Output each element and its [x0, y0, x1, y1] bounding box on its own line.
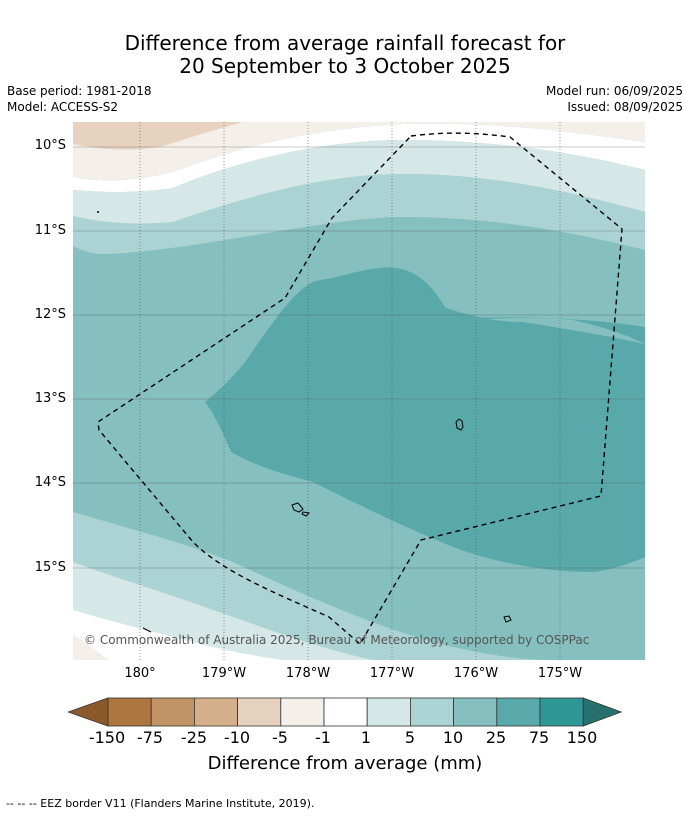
model-name: Model: ACCESS-S2	[7, 100, 119, 114]
band-plus25	[205, 277, 645, 572]
lon-label: 176°W	[453, 666, 499, 681]
colorbar-tick: -75	[136, 728, 164, 747]
model-run: Model run: 06/09/2025	[545, 84, 683, 98]
band-plus10	[73, 174, 645, 254]
island-outline	[301, 511, 311, 517]
colorbar-segment	[453, 697, 498, 727]
lat-label: 14°S	[34, 475, 66, 490]
copyright-notice: © Commonwealth of Australia 2025, Bureau…	[84, 633, 590, 647]
island-dot	[97, 211, 99, 213]
colorbar-tick: 150	[566, 728, 598, 747]
colorbar-tick: 10	[442, 728, 464, 747]
colorbar-tick: 1	[360, 728, 372, 747]
lon-label: 175°W	[537, 666, 583, 681]
band-minus5-south	[73, 634, 109, 660]
colorbar-segment	[409, 697, 454, 727]
eez-border	[97, 132, 623, 646]
lat-label: 11°S	[34, 223, 66, 238]
map-title-line-1: Difference from average rainfall forecas…	[124, 31, 566, 55]
island-outline	[142, 627, 152, 633]
island-outline	[503, 615, 512, 623]
colorbar-tick: -150	[88, 728, 126, 747]
lon-label: 178°W	[285, 666, 331, 681]
colorbar-tick: -25	[180, 728, 208, 747]
band-minus10	[73, 122, 243, 150]
band-plus1	[73, 123, 645, 192]
lon-label: 179°W	[201, 666, 247, 681]
colorbar-segment	[539, 697, 584, 727]
map-title-line-2: 20 September to 3 October 2025	[179, 54, 511, 78]
lat-label: 13°S	[34, 391, 66, 406]
lon-label: 180°	[124, 666, 156, 681]
colorbar-tick: 75	[528, 728, 550, 747]
band-plus25-upper	[313, 267, 645, 344]
colorbar-tick: -1	[315, 728, 331, 747]
base-period: Base period: 1981-2018	[7, 84, 152, 98]
island-outline	[291, 502, 304, 513]
colorbar-tick: -5	[272, 728, 288, 747]
band-minus5	[73, 122, 645, 181]
band-plus5	[73, 140, 645, 224]
colorbar-segment	[496, 697, 541, 727]
lat-label: 15°S	[34, 560, 66, 575]
lon-label: 177°W	[369, 666, 415, 681]
colorbar-tick: 5	[404, 728, 416, 747]
colorbar-tick: -10	[223, 728, 251, 747]
band-plus1-south	[73, 610, 283, 660]
eez-footnote: -- -- -- EEZ border V11 (Flanders Marine…	[6, 797, 315, 810]
lat-label: 10°S	[34, 138, 66, 153]
map-gridlines	[73, 146, 645, 569]
colorbar-label: Difference from average (mm)	[207, 753, 483, 774]
colorbar-segment	[366, 697, 411, 727]
colorbar-segment	[280, 697, 325, 727]
colorbar-extend-low	[68, 697, 109, 727]
lat-label: 12°S	[34, 307, 66, 322]
colorbar-segment	[323, 697, 368, 727]
colorbar-segment	[194, 697, 239, 727]
colorbar	[68, 697, 622, 727]
issued-date: Issued: 08/09/2025	[567, 100, 683, 114]
colorbar-tick: 25	[485, 728, 507, 747]
colorbar-segment	[150, 697, 195, 727]
colorbar-segment	[107, 697, 152, 727]
rainfall-anomaly-map	[73, 122, 645, 660]
island-outline	[455, 418, 464, 431]
colorbar-segment	[237, 697, 282, 727]
colorbar-extend-high	[582, 697, 622, 727]
